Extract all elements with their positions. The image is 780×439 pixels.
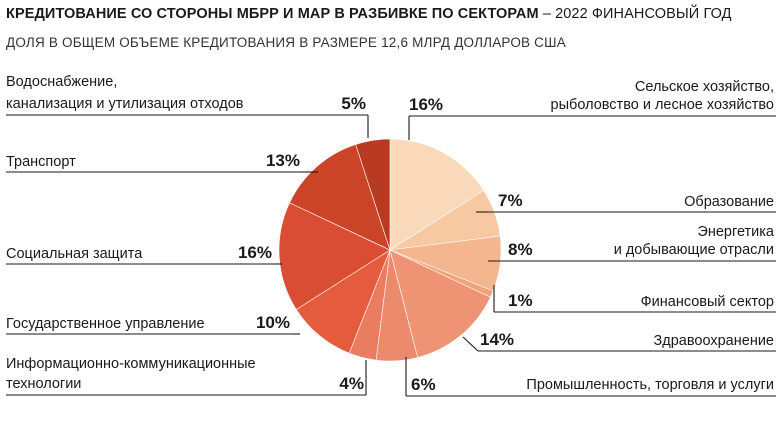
slice-label: Транспорт <box>6 154 76 170</box>
slice-label: Промышленность, торговля и услуги <box>526 377 774 393</box>
slice-percent: 10% <box>256 313 290 332</box>
slice-percent: 13% <box>266 151 300 170</box>
slice-percent: 16% <box>238 243 272 262</box>
slice-label-group: Транспорт 13% <box>6 151 300 170</box>
slice-label-group: Промышленность, торговля и услуги 6% <box>411 375 774 394</box>
chart-title-bold: КРЕДИТОВАНИЕ СО СТОРОНЫ МБРР И МАР В РАЗ… <box>6 6 539 22</box>
slice-label: Энергетика <box>697 224 775 240</box>
slice-percent: 16% <box>409 95 443 114</box>
slice-label: Финансовый сектор <box>641 294 774 310</box>
slice-percent: 5% <box>341 94 366 113</box>
slice-label: рыболовство и лесное хозяйство <box>551 97 774 113</box>
slice-label: Водоснабжение, <box>6 74 117 90</box>
pie-slice <box>355 138 391 251</box>
slice-percent: 6% <box>411 375 436 394</box>
slice-label: Образование <box>684 194 774 210</box>
slice-percent: 14% <box>480 330 514 349</box>
slice-label-group: Социальная защита 16% <box>6 243 272 262</box>
pie-slice <box>278 202 391 310</box>
slice-label-group: Информационно-коммуникационные технологии… <box>6 356 364 393</box>
slice-labels: Сельское хозяйство, рыболовство и лесное … <box>6 74 775 394</box>
slice-label: Здравоохранение <box>654 333 774 349</box>
slice-percent: 1% <box>508 291 533 310</box>
slice-label-group: Водоснабжение, канализация и утилизация о… <box>6 74 366 113</box>
slice-label: Сельское хозяйство, <box>635 79 774 95</box>
chart-title-year: – 2022 ФИНАНСОВЫЙ ГОД <box>538 6 732 22</box>
slice-label: канализация и утилизация отходов <box>6 96 244 112</box>
slice-label: и добывающие отрасли <box>614 242 774 258</box>
pie-slice <box>289 144 391 251</box>
slice-percent: 8% <box>508 240 533 259</box>
slice-label-group: Здравоохранение 14% <box>480 330 774 349</box>
chart-subtitle: ДОЛЯ В ОБЩЕМ ОБЪЕМЕ КРЕДИТОВАНИЯ В РАЗМЕ… <box>6 35 566 50</box>
slice-label: технологии <box>6 376 81 392</box>
slice-percent: 7% <box>498 191 523 210</box>
leader-line <box>462 336 479 352</box>
slice-label-group: Образование 7% <box>498 191 774 210</box>
slice-label: Информационно-коммуникационные <box>6 356 256 372</box>
slice-label-group: Финансовый сектор 1% <box>508 291 774 310</box>
leader-lines <box>6 114 776 397</box>
pie-slices <box>278 138 502 362</box>
slice-label-group: Государственное управление 10% <box>6 313 290 332</box>
pie-slice <box>389 249 491 358</box>
chart-title: КРЕДИТОВАНИЕ СО СТОРОНЫ МБРР И МАР В РАЗ… <box>6 6 732 22</box>
pie-slice <box>389 138 485 251</box>
slice-percent: 4% <box>339 374 364 393</box>
slice-label-group: Сельское хозяйство, рыболовство и лесное … <box>409 79 774 114</box>
slice-label-group: Энергетика и добывающие отрасли 8% <box>508 224 775 259</box>
slice-label: Социальная защита <box>6 246 143 262</box>
slice-label: Государственное управление <box>6 316 205 332</box>
